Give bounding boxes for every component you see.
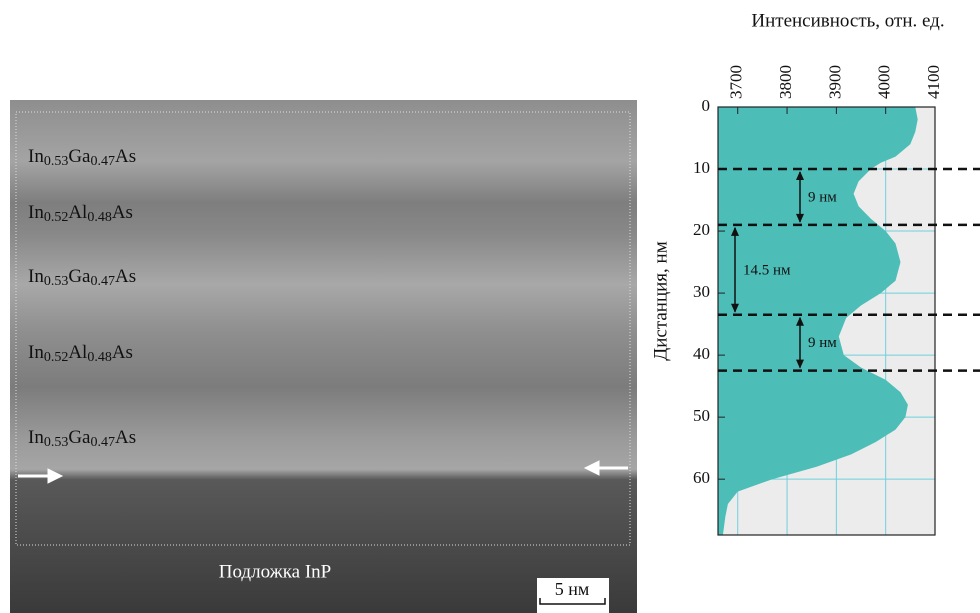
tem-image: In0.53Ga0.47AsIn0.52Al0.48AsIn0.53Ga0.47… [10, 100, 637, 613]
x-axis-label: Интенсивность, отн. ед. [751, 10, 944, 31]
arrow-head [47, 468, 64, 484]
annotation-label: 9 нм [808, 335, 837, 351]
layer-label: In0.53Ga0.47As [28, 427, 136, 450]
y-tick-label: 30 [693, 282, 710, 301]
subscript: 0.47 [90, 435, 115, 450]
y-axis-label: Дистанция, нм [650, 241, 671, 360]
profile-area [718, 107, 918, 535]
formula-part: As [115, 427, 136, 448]
formula-part: As [115, 266, 136, 287]
layer-label: In0.53Ga0.47As [28, 146, 136, 169]
arrow-head [796, 213, 804, 223]
formula-part: Ga [68, 146, 91, 167]
y-tick-label: 20 [693, 220, 710, 239]
subscript: 0.48 [87, 350, 112, 365]
scale-bar [539, 598, 606, 605]
scale-bar-label: 5 нм [555, 579, 590, 599]
arrow-head [731, 303, 739, 313]
subscript: 0.47 [90, 154, 115, 169]
arrow-head [796, 171, 804, 181]
layer-label: In0.52Al0.48As [28, 202, 133, 225]
y-tick-label: 40 [693, 344, 710, 363]
plot-frame [717, 106, 936, 536]
arrow-head [796, 316, 804, 326]
y-tick-label: 0 [702, 96, 711, 115]
layer-labels: In0.53Ga0.47AsIn0.52Al0.48AsIn0.53Ga0.47… [28, 146, 136, 450]
interface-arrows [18, 460, 628, 484]
layer-label: In0.53Ga0.47As [28, 266, 136, 289]
formula-part: In [28, 342, 44, 363]
x-tick-label: 3900 [825, 65, 844, 99]
y-tick-label: 60 [693, 468, 710, 487]
scale-bar-bg [537, 578, 609, 613]
annotation-label: 9 нм [808, 189, 837, 205]
subscript: 0.52 [44, 350, 69, 365]
formula-part: In [28, 266, 44, 287]
formula-part: In [28, 427, 44, 448]
y-tick-label: 10 [693, 158, 710, 177]
arrow-head [731, 226, 739, 236]
formula-part: As [112, 202, 133, 223]
subscript: 0.53 [44, 154, 69, 169]
formula-part: As [112, 342, 133, 363]
selection-box [15, 111, 631, 546]
subscript: 0.47 [90, 274, 115, 289]
formula-part: In [28, 202, 44, 223]
x-tick-label: 3800 [776, 65, 795, 99]
layer-label: In0.52Al0.48As [28, 342, 133, 365]
profile-chart: 0 10 20 30 40 50 60 3700 3800 3900 4000 4100 Интенси… [650, 10, 980, 536]
subscript: 0.53 [44, 435, 69, 450]
micrograph [10, 100, 637, 613]
arrow-head [796, 359, 804, 369]
subscript: 0.53 [44, 274, 69, 289]
x-tick-label: 3700 [727, 65, 746, 99]
formula-part: Al [68, 202, 87, 223]
formula-part: Ga [68, 266, 91, 287]
substrate-label: Подложка InP [219, 561, 332, 582]
formula-part: Ga [68, 427, 91, 448]
x-tick-label: 4100 [924, 65, 943, 99]
x-tick-label: 4000 [875, 65, 894, 99]
y-tick-label: 50 [693, 406, 710, 425]
subscript: 0.48 [87, 210, 112, 225]
formula-part: As [115, 146, 136, 167]
subscript: 0.52 [44, 210, 69, 225]
annotation-label: 14.5 нм [743, 262, 791, 278]
arrow-head [583, 460, 600, 476]
formula-part: Al [68, 342, 87, 363]
formula-part: In [28, 146, 44, 167]
